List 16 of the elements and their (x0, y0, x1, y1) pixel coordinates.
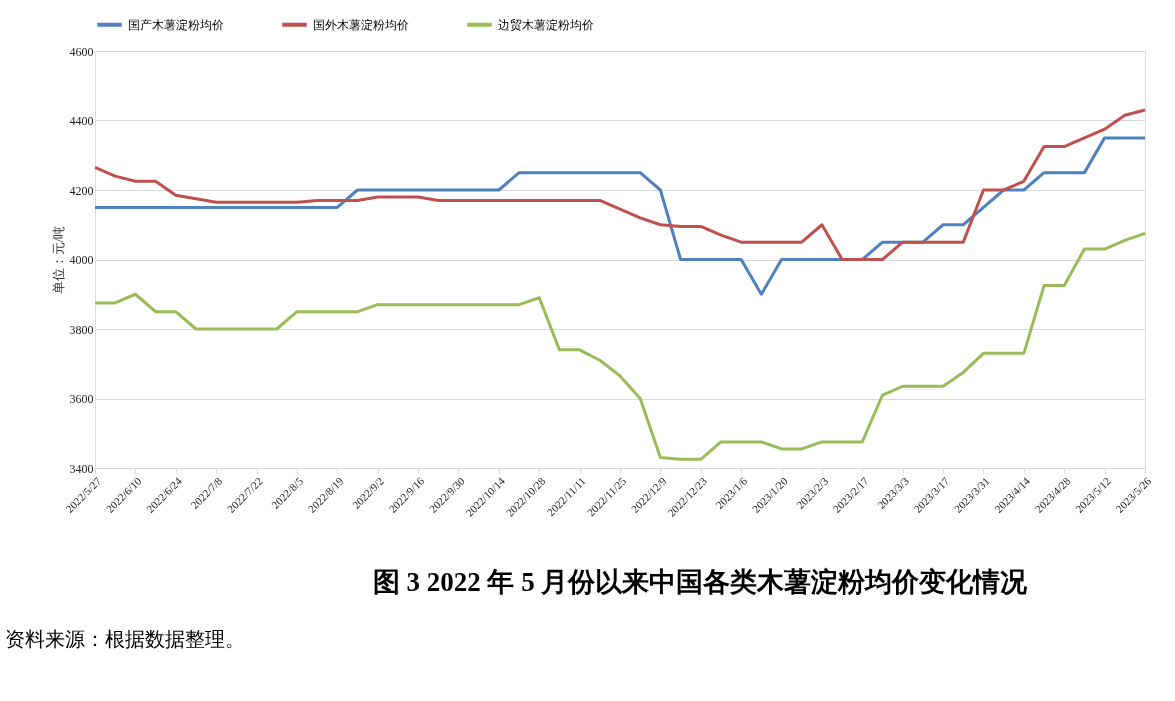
y-tick-label: 4200 (69, 183, 94, 198)
y-tick-label: 3400 (69, 461, 94, 476)
y-tick-label: 3800 (69, 322, 94, 337)
y-axis-title: 单位：元/吨 (50, 225, 66, 295)
text: 图 3 2022 年 5 月份以来中国各类木薯淀粉均价变化情况 (372, 567, 1029, 597)
line-series (93, 136, 1147, 296)
legend-label: 国外木薯淀粉均价 (313, 17, 409, 32)
text: 资料来源：根据数据整理。 (5, 627, 245, 651)
y-tick-label: 4000 (69, 253, 94, 267)
line-series (93, 108, 1147, 261)
legend-label: 边贸木薯淀粉均价 (498, 17, 594, 32)
y-tick-label: 4600 (69, 44, 94, 59)
line-series (93, 231, 1147, 461)
y-tick-label: 3600 (69, 392, 94, 406)
y-tick-label: 4400 (69, 114, 94, 128)
legend-label: 国产木薯淀粉均价 (128, 17, 224, 32)
